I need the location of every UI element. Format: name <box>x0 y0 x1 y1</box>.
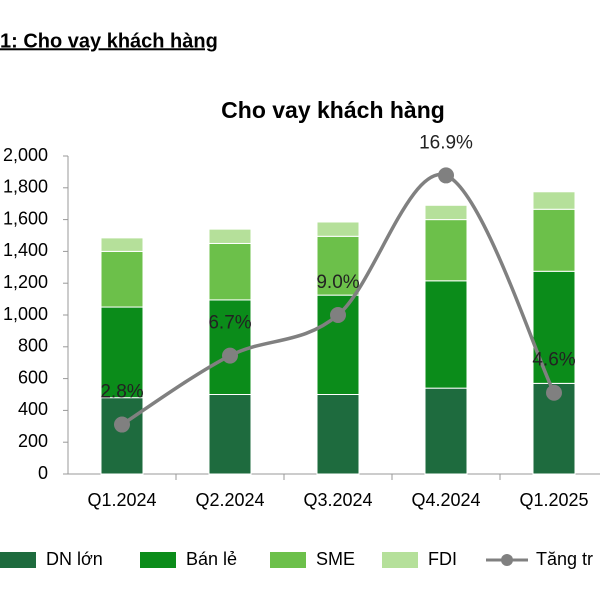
bar-segment <box>208 242 252 301</box>
y-tick-label: 800 <box>18 336 48 356</box>
bar-segment <box>316 294 360 395</box>
bar-segment <box>316 235 360 296</box>
bar-segment <box>424 280 468 389</box>
line-point <box>330 307 346 323</box>
chart-title: Cho vay khách hàng <box>221 97 445 123</box>
bar-segment <box>532 270 576 384</box>
x-tick-label: Q1.2024 <box>87 490 156 510</box>
y-tick-label: 1,600 <box>3 208 48 228</box>
header-title: 1: Cho vay khách hàng <box>0 30 218 52</box>
y-tick-label: 1,400 <box>3 240 48 260</box>
y-tick-label: 400 <box>18 399 48 419</box>
bar-segment <box>424 204 468 221</box>
bar-segment <box>532 191 576 210</box>
bar-segment <box>424 219 468 282</box>
bar-segment <box>100 237 144 252</box>
y-tick-label: 600 <box>18 367 48 387</box>
x-tick-label: Q3.2024 <box>303 490 372 510</box>
x-tick-label: Q1.2025 <box>519 490 588 510</box>
y-tick-label: 200 <box>18 431 48 451</box>
y-tick-label: 2,000 <box>3 145 48 165</box>
legend-swatch <box>140 552 176 568</box>
value-label: 16.9% <box>419 132 473 153</box>
bar-segment <box>316 221 360 237</box>
value-label: 6.7% <box>208 313 251 334</box>
line-point <box>438 167 454 184</box>
bar-segment <box>424 387 468 475</box>
y-tick-label: 1,200 <box>3 272 48 292</box>
x-tick-label: Q4.2024 <box>411 490 480 510</box>
y-tick-label: 0 <box>38 463 48 483</box>
bar-segment <box>100 250 144 308</box>
legend-marker <box>501 554 513 566</box>
bar-segment <box>100 397 144 475</box>
y-tick-label: 1,000 <box>3 304 48 324</box>
legend-label: SME <box>316 549 355 569</box>
bar-segment <box>208 394 252 475</box>
value-label: 2.8% <box>100 382 143 403</box>
line <box>121 172 556 427</box>
legend-swatch <box>382 552 418 568</box>
line-point <box>114 416 130 433</box>
value-label: 4.6% <box>532 350 575 371</box>
bar-segment <box>316 394 360 475</box>
x-tick-label: Q2.2024 <box>195 490 264 510</box>
bar-segment <box>532 208 576 272</box>
legend-swatch <box>270 552 306 568</box>
legend-label: Bán lẻ <box>186 549 237 569</box>
line-point <box>546 384 562 401</box>
legend-label: DN lớn <box>46 549 103 569</box>
y-tick-label: 1,800 <box>3 177 48 197</box>
bar-segment <box>208 228 252 244</box>
legend-label: Tăng tr <box>536 549 593 569</box>
line-point <box>222 347 238 364</box>
value-label: 9.0% <box>316 272 359 293</box>
bar-segment <box>100 306 144 399</box>
legend-label: FDI <box>428 549 457 569</box>
legend-swatch <box>0 552 36 568</box>
